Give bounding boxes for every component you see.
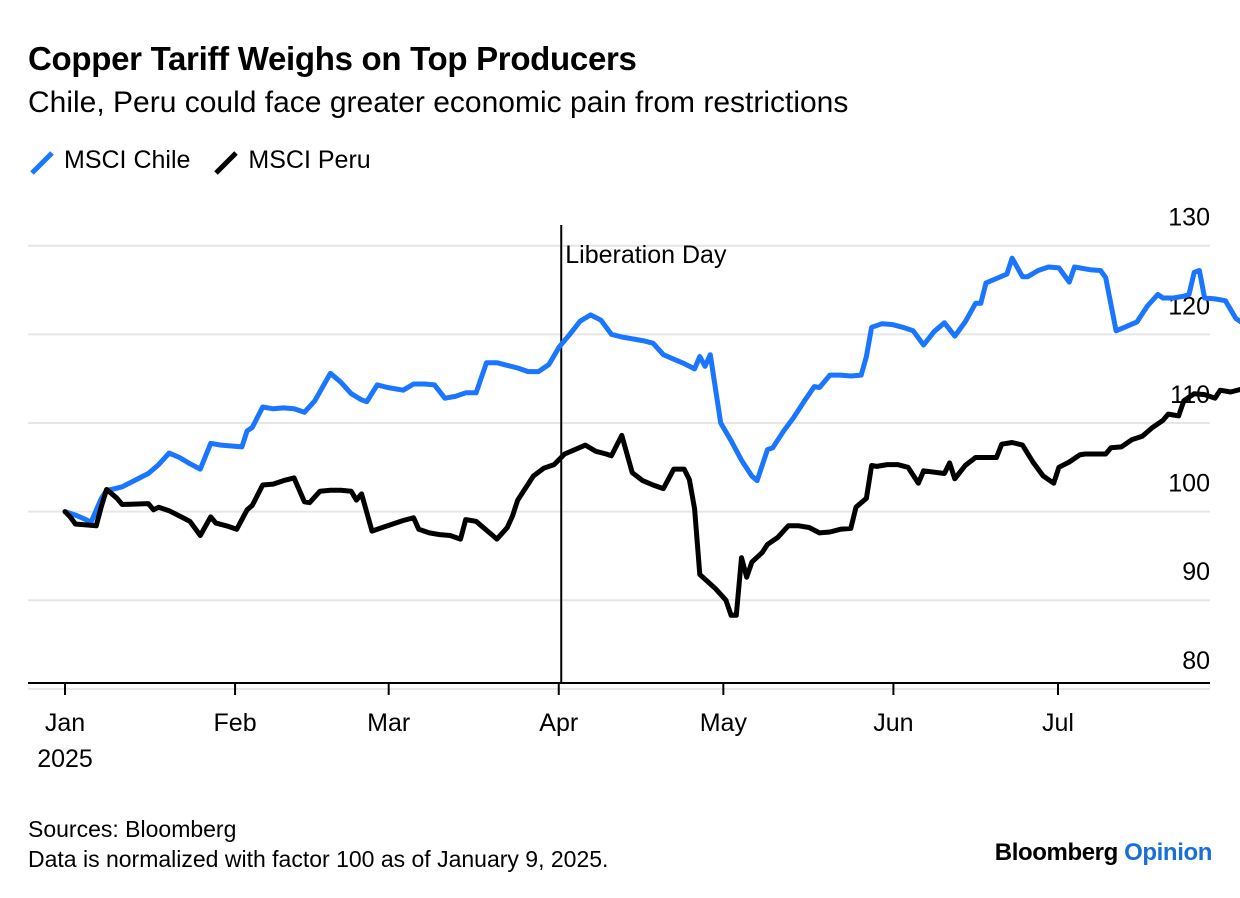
x-tick-label-jun: Jun <box>873 709 913 737</box>
normalization-note: Data is normalized with factor 100 as of… <box>28 846 609 872</box>
annotation-label: Liberation Day <box>565 241 727 269</box>
legend-item-peru: MSCI Peru <box>212 146 371 175</box>
brand-logo: Bloomberg Opinion <box>994 839 1213 867</box>
x-tick-label-mar: Mar <box>367 709 410 737</box>
legend-label-chile: MSCI Chile <box>64 146 191 174</box>
series-line-msci-chile <box>62 255 1240 525</box>
brand-name: Bloomberg <box>994 839 1118 866</box>
y-tick-label-130: 130 <box>1168 204 1210 232</box>
y-tick-label-80: 80 <box>1182 647 1210 675</box>
sources-text: Sources: Bloomberg <box>28 816 237 842</box>
legend-label-peru: MSCI Peru <box>248 146 371 174</box>
legend: MSCI Chile MSCI Peru <box>28 146 393 175</box>
legend-swatch-peru <box>214 150 239 175</box>
chart-subtitle: Chile, Peru could face greater economic … <box>28 86 849 119</box>
x-tick-label-apr: Apr <box>539 709 578 737</box>
brand-suffix: Opinion <box>1124 839 1212 866</box>
chart-title: Copper Tariff Weighs on Top Producers <box>28 40 637 77</box>
series-line-msci-peru <box>62 386 1240 618</box>
y-tick-label-90: 90 <box>1182 558 1210 586</box>
x-tick-label-jul: Jul <box>1042 709 1074 737</box>
legend-swatch-chile <box>30 150 54 175</box>
x-tick-sublabel-year: 2025 <box>37 745 93 773</box>
legend-item-chile: MSCI Chile <box>28 146 190 175</box>
x-tick-label-jan: Jan <box>45 709 85 737</box>
footer-sources: Sources: Bloomberg Data is normalized wi… <box>28 814 608 874</box>
x-tick-label-feb: Feb <box>214 709 257 737</box>
x-tick-label-may: May <box>700 709 748 737</box>
y-tick-label-100: 100 <box>1168 470 1210 498</box>
